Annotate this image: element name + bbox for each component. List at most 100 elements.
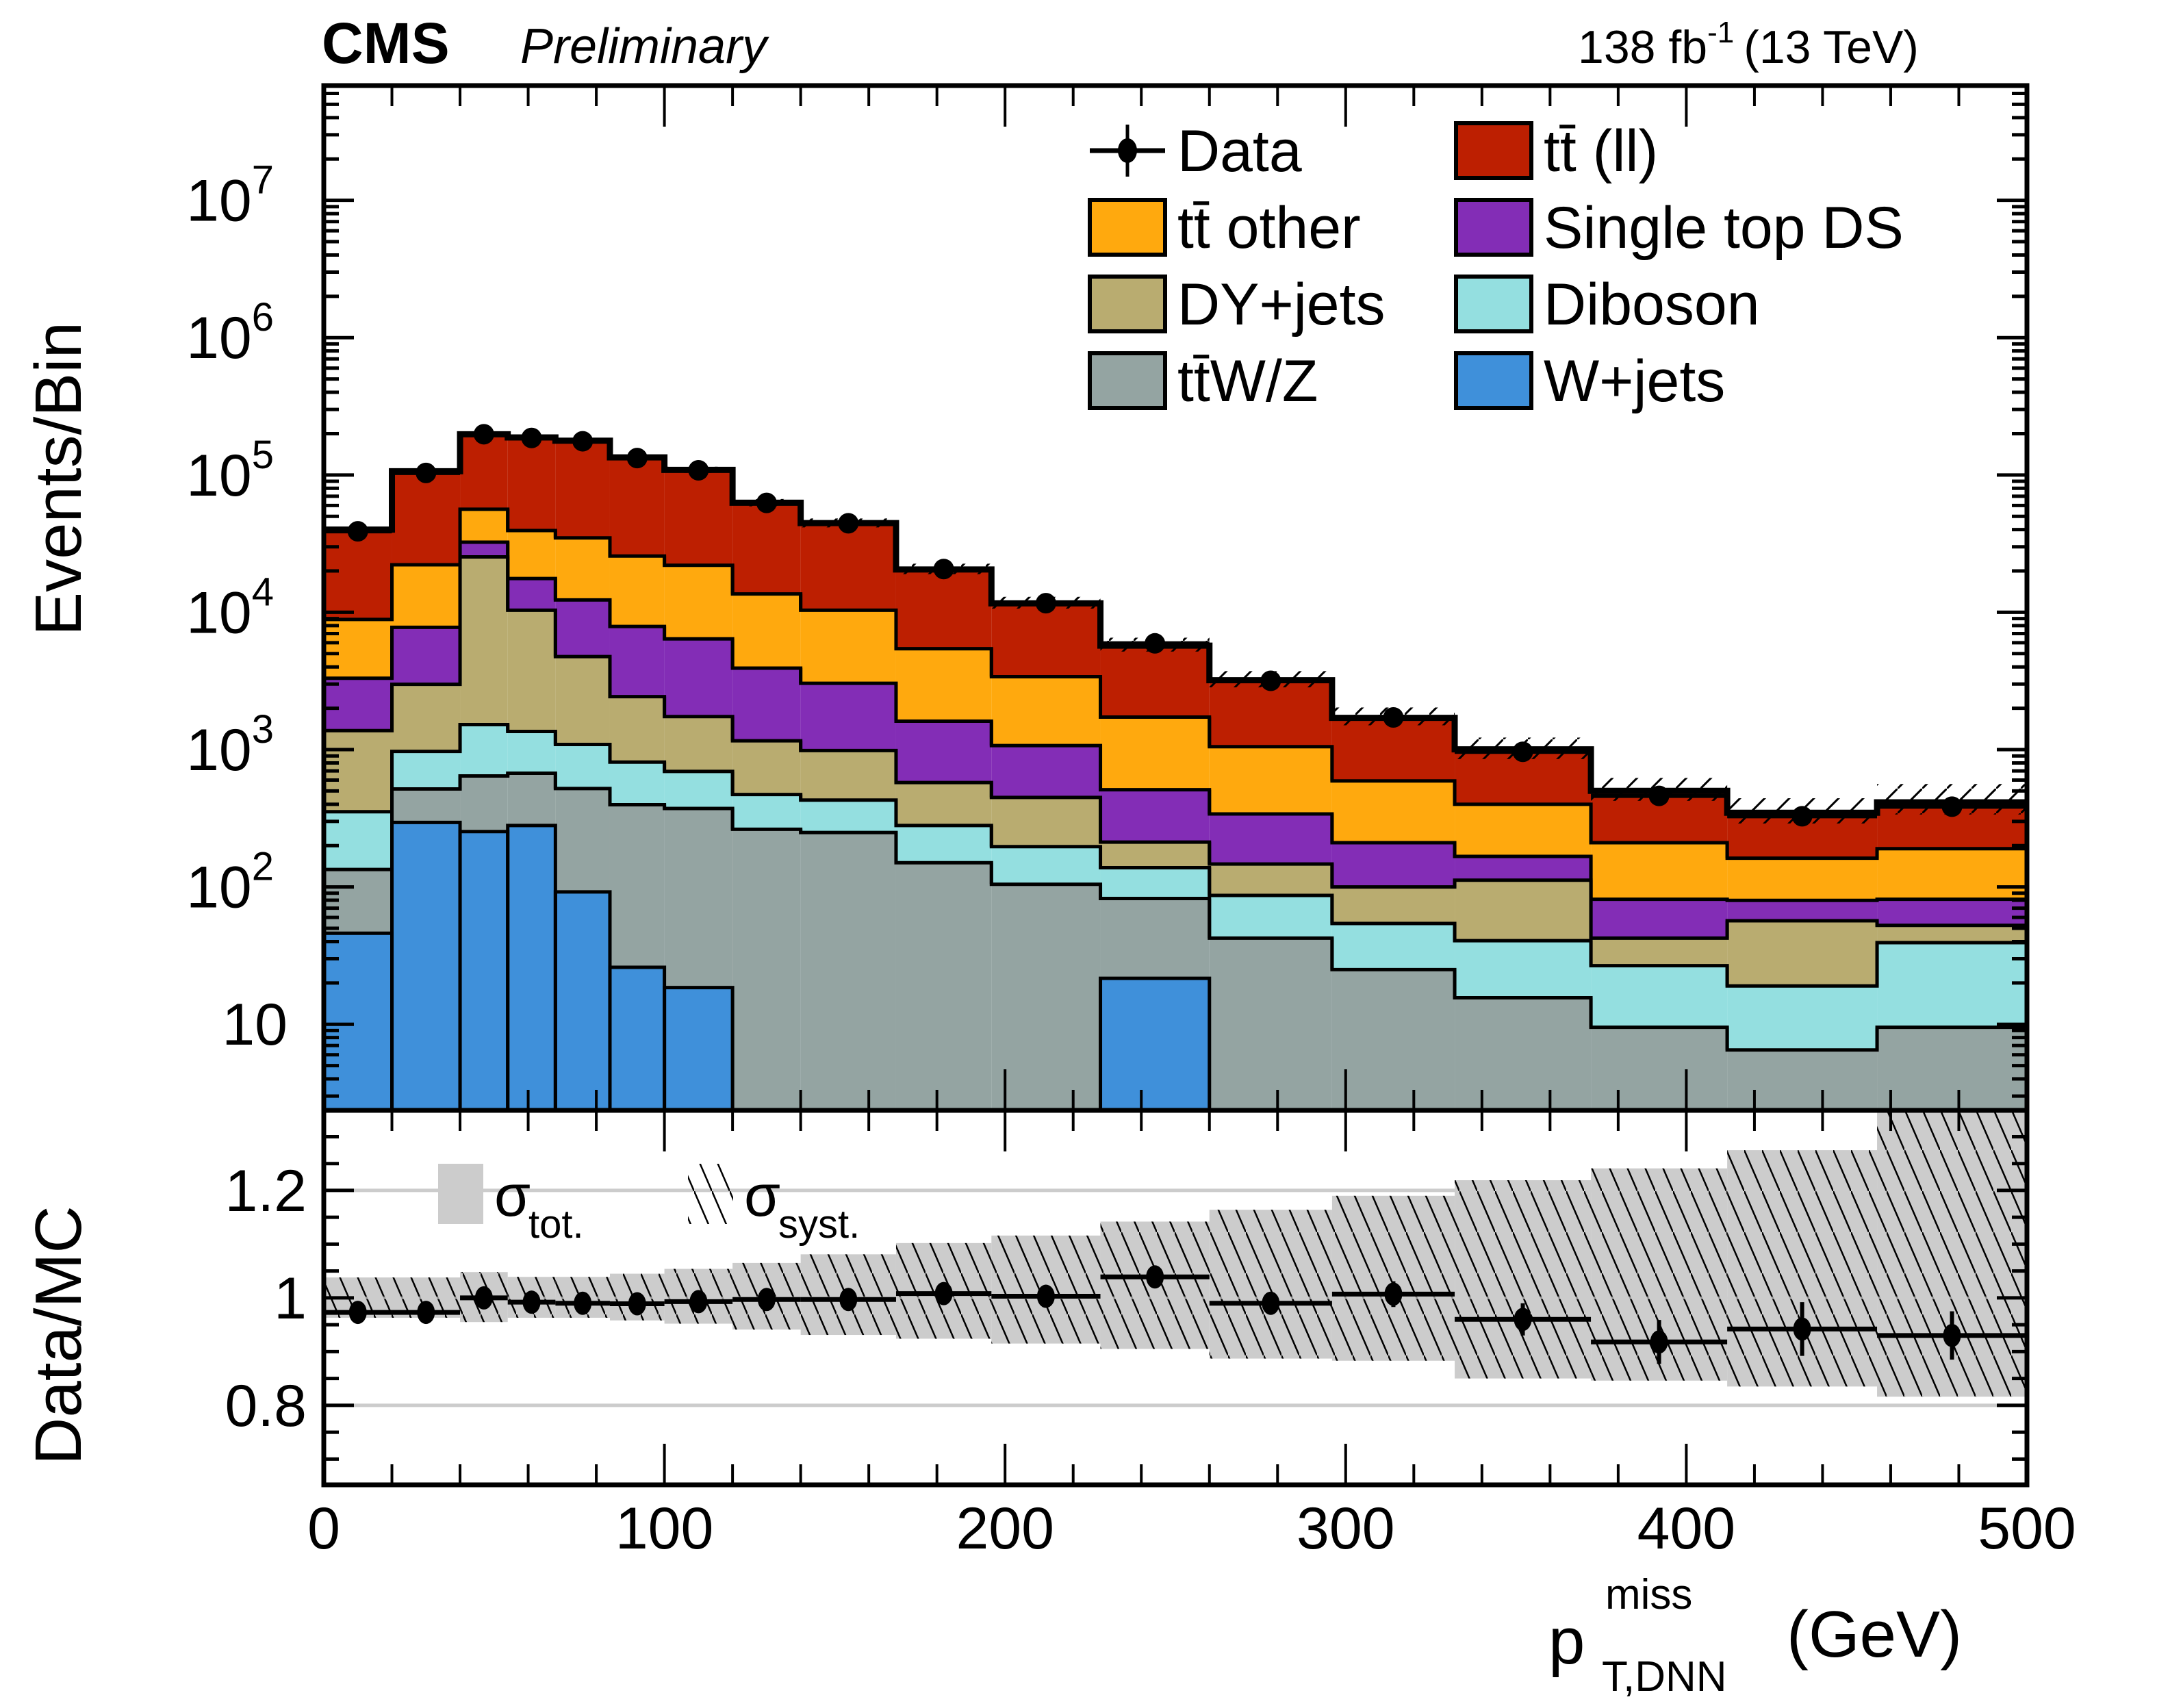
- histogram-bar-ttwz: [800, 832, 896, 1110]
- data-point: [626, 448, 648, 469]
- histogram-bar-dy-jets: [392, 684, 461, 752]
- svg-text:138 fb-1(13 TeV): 138 fb-1 (13 TeV): [1578, 16, 1919, 73]
- legend-swatch-tt-ll: [1454, 121, 1533, 180]
- histogram-bar-single-top-ds: [991, 745, 1101, 798]
- histogram-bar-single-top-ds: [324, 678, 392, 731]
- histogram-bar-dy-jets: [1591, 938, 1728, 966]
- histogram-bar-ttwz: [991, 884, 1101, 1110]
- lumi-label: 138 fb-1 (13 TeV): [1578, 16, 1919, 73]
- histogram-bar-tt-other: [1100, 717, 1210, 790]
- y-axis-title: Events/Bin: [22, 322, 95, 636]
- histogram-bar-diboson: [1591, 965, 1728, 1028]
- histogram-bar-ttwz: [895, 863, 992, 1110]
- y-tick-label-base: 10: [186, 855, 252, 921]
- histogram-bar-tt-ll: [392, 471, 461, 565]
- histogram-bar-ttwz: [1877, 1027, 2027, 1110]
- data-point: [473, 424, 494, 445]
- y-tick-label-exp: 6: [252, 295, 274, 340]
- histogram-outline-w-jets: [663, 986, 735, 1110]
- histogram-bar-single-top-ds: [1100, 789, 1210, 843]
- data-point: [1941, 796, 1963, 817]
- histogram-bar-dy-jets: [1100, 842, 1210, 868]
- data-point: [838, 513, 859, 534]
- legend-entry-dy-jets: DY+jets: [1088, 272, 1386, 337]
- histogram-bar-ttwz: [507, 773, 556, 826]
- histogram-bar-ttwz: [392, 789, 461, 823]
- legend-swatch-ttwz: [1088, 351, 1167, 410]
- histogram-bar-tt-other: [1209, 746, 1332, 815]
- data-point: [521, 427, 542, 448]
- histogram-bar-dy-jets: [1209, 864, 1332, 895]
- histogram-outline-w-jets: [1099, 976, 1212, 1110]
- histogram-bar-single-top-ds: [609, 626, 665, 697]
- histogram-bar-dy-jets: [1877, 925, 2027, 943]
- legend-label: tt̄W/Z: [1177, 348, 1318, 414]
- histogram-bar-single-top-ds: [1331, 842, 1455, 887]
- ratio-y-tick-label: 1.2: [225, 1158, 307, 1224]
- histogram-bar-single-top-ds: [732, 668, 801, 741]
- ratio-x-ticks: [322, 1110, 2028, 1485]
- series-diboson: [324, 723, 2027, 1110]
- histogram-bar-single-top-ds: [1591, 899, 1728, 939]
- histogram-bar-dy-jets: [991, 797, 1101, 847]
- histogram-bar-ttwz: [460, 776, 508, 832]
- histogram-bar-tt-other: [664, 565, 733, 639]
- histogram-bar-tt-ll: [460, 434, 508, 509]
- data-point: [1035, 593, 1056, 614]
- histogram-bar-tt-ll: [1100, 646, 1210, 717]
- histogram-bar-diboson: [1331, 923, 1455, 970]
- ratio-point: [348, 1301, 367, 1325]
- histogram-bar-w-jets: [555, 891, 610, 1110]
- legend-label: Diboson: [1544, 272, 1760, 337]
- ratio-legend-fill-swatch: [438, 1164, 483, 1224]
- histogram-bar-dy-jets: [1727, 921, 1878, 986]
- histogram-bar-diboson: [1727, 986, 1878, 1050]
- legend-entry-diboson: Diboson: [1454, 272, 1760, 337]
- legend-marker-dot: [1118, 138, 1137, 163]
- histogram-bar-w-jets: [460, 831, 508, 1110]
- ratio-point: [1943, 1323, 1961, 1347]
- histogram-bar-dy-jets: [507, 610, 556, 732]
- y-tick-label: 102: [186, 845, 274, 921]
- histogram-bar-tt-other: [732, 594, 801, 669]
- y-tick-label-base: 10: [186, 580, 252, 646]
- histogram-bar-diboson: [732, 794, 801, 830]
- histogram-step-diboson: [390, 724, 1879, 986]
- data-point: [933, 559, 954, 580]
- histogram-bar-ttwz: [664, 808, 733, 988]
- y-tick-label: 106: [186, 295, 274, 371]
- histogram-bar-single-top-ds: [895, 721, 992, 783]
- ratio-point: [1262, 1291, 1280, 1315]
- histogram-bar-ttwz: [1331, 969, 1455, 1110]
- y-tick-label: 105: [186, 433, 274, 509]
- x-tick-labels: 0 100 200 300 400 500: [307, 1496, 2076, 1562]
- legend-entry-single-top-ds: Single top DS: [1454, 195, 1904, 261]
- histogram-bar-diboson: [460, 724, 508, 776]
- histogram-bar-single-top-ds: [1727, 900, 1878, 921]
- histogram-bar-single-top-ds: [1209, 814, 1332, 865]
- ratio-band-syst: [1209, 1210, 1332, 1359]
- histogram-bar-diboson: [1100, 867, 1210, 899]
- x-axis-title-sup: miss: [1605, 1571, 1692, 1618]
- ratio-y-axis-title: Data/MC: [22, 1206, 95, 1465]
- energy-label: (13 TeV): [1744, 21, 1919, 73]
- legend-entry-data: Data: [1090, 118, 1302, 184]
- series-tt-ll: [324, 432, 2027, 1110]
- ratio-legend-hatch-swatch: [688, 1164, 733, 1224]
- ratio-y-tick-label: 0.8: [225, 1373, 307, 1439]
- x-tick-label: 200: [956, 1496, 1054, 1562]
- histogram-bar-tt-ll: [1209, 680, 1332, 747]
- y-tick-label: 107: [186, 158, 274, 234]
- histogram-step-dy-jets: [390, 557, 1879, 939]
- histogram-bar-dy-jets: [460, 557, 508, 725]
- histogram-bar-ttwz: [1100, 898, 1210, 979]
- histogram-bar-tt-ll: [1331, 717, 1455, 781]
- histogram-bar-diboson: [392, 751, 461, 789]
- y-tick-label: 104: [186, 570, 274, 646]
- data-point: [1648, 785, 1670, 806]
- data-point: [572, 431, 594, 452]
